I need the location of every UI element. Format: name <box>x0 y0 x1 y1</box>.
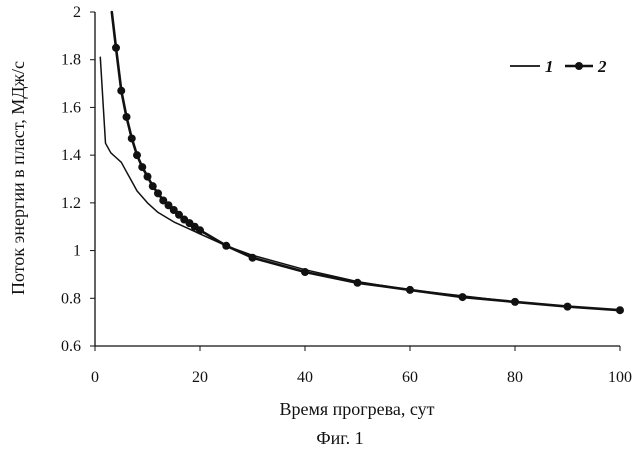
series-2-point <box>133 151 141 159</box>
series-2-point <box>249 254 257 262</box>
series-2-point <box>222 242 230 250</box>
legend-label-series-2: 2 <box>597 57 607 76</box>
series-2-point <box>138 163 146 171</box>
series-1-line <box>100 57 620 310</box>
axes <box>95 12 620 346</box>
x-tick-label: 0 <box>91 369 99 386</box>
series-2-point <box>149 182 157 190</box>
x-axis-title: Время прогрева, сут <box>279 399 434 419</box>
series-2-line <box>112 12 620 310</box>
series-2-point <box>564 303 572 311</box>
y-tick-label: 1.2 <box>61 195 81 212</box>
series-2-point <box>154 189 162 197</box>
series-2-point <box>112 44 120 52</box>
series-2-point <box>406 286 414 294</box>
series-2-point <box>123 113 131 121</box>
x-tick-label: 80 <box>507 369 523 386</box>
y-tick-label: 2 <box>73 4 81 21</box>
series-2-point <box>128 134 136 142</box>
legend: 12 <box>510 57 607 76</box>
x-tick-label: 20 <box>192 369 208 386</box>
series-2-point <box>459 293 467 301</box>
y-tick-label: 0.6 <box>61 338 81 355</box>
series-2-point <box>301 268 309 276</box>
y-tick-label: 1.8 <box>61 52 81 69</box>
series-2-point <box>117 87 125 95</box>
y-axis-title: Поток энергии в пласт, МДж/с <box>8 61 28 295</box>
legend-label-series-1: 1 <box>545 57 554 76</box>
legend-marker-series-2 <box>575 62 583 70</box>
y-tick-label: 0.8 <box>61 290 81 307</box>
series-2-point <box>354 279 362 287</box>
x-tick-label: 60 <box>402 369 418 386</box>
y-tick-label: 1.4 <box>61 147 81 164</box>
series-2-point <box>511 298 519 306</box>
series-2-point <box>144 173 152 181</box>
figure-caption: Фиг. 1 <box>316 428 363 448</box>
series-2-point <box>616 306 624 314</box>
y-tick-label: 1 <box>73 243 81 260</box>
x-tick-label: 40 <box>297 369 313 386</box>
series-2-point <box>196 226 204 234</box>
x-tick-label: 100 <box>608 369 632 386</box>
y-tick-label: 1.6 <box>61 99 81 116</box>
